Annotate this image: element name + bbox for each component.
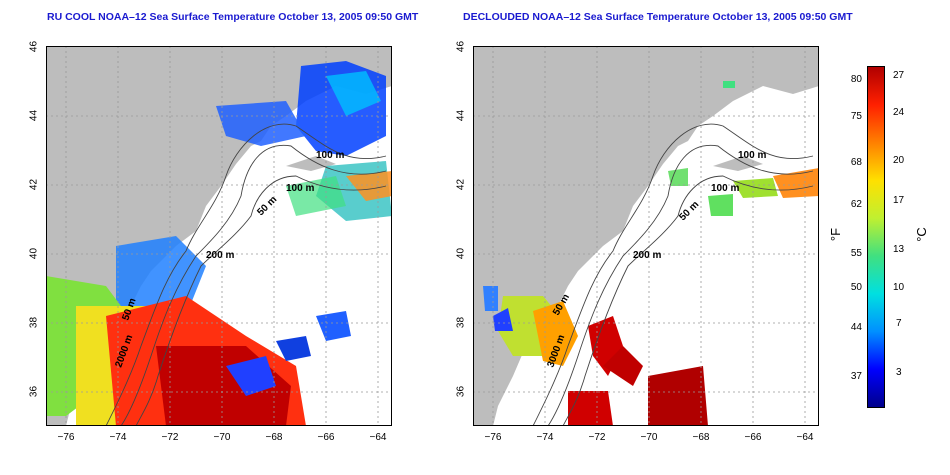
lon-tick-left: −68	[265, 432, 283, 443]
lon-tick-left: −76	[57, 432, 75, 443]
lon-tick-right: −66	[744, 432, 762, 443]
celsius-tick: 13	[893, 244, 905, 255]
fahrenheit-tick: 37	[850, 371, 862, 382]
lat-tick-right: 46	[455, 40, 467, 53]
lat-tick-left: 42	[28, 178, 40, 191]
lat-tick-right: 40	[455, 247, 467, 260]
land-mass	[473, 46, 819, 426]
lon-tick-left: −74	[109, 432, 127, 443]
celsius-tick: 7	[896, 318, 902, 329]
fahrenheit-tick: 62	[850, 199, 862, 210]
celsius-tick: 3	[896, 367, 902, 378]
color-scale-bar	[867, 66, 885, 408]
fahrenheit-tick: 55	[850, 248, 862, 259]
lat-tick-right: 38	[455, 316, 467, 329]
lat-tick-left: 40	[28, 247, 40, 260]
contour-label: 100 m	[711, 183, 739, 194]
lon-tick-right: −74	[536, 432, 554, 443]
contour-label: 100 m	[286, 183, 314, 194]
lat-tick-left: 44	[28, 109, 40, 122]
contour-label: 200 m	[633, 250, 661, 261]
celsius-tick: 24	[893, 107, 905, 118]
lat-tick-left: 46	[28, 40, 40, 53]
lon-tick-left: −70	[213, 432, 231, 443]
lon-tick-right: −68	[692, 432, 710, 443]
land-mass	[46, 46, 392, 426]
lat-tick-right: 44	[455, 109, 467, 122]
sst-map-left: 50 m 100 m 200 m 100 m 2000 m 50 m	[46, 46, 392, 426]
contour-label: 100 m	[316, 150, 344, 161]
lon-tick-left: −66	[317, 432, 335, 443]
celsius-tick: 27	[893, 70, 905, 81]
lat-tick-right: 36	[455, 385, 467, 398]
lat-tick-left: 38	[28, 316, 40, 329]
unit-fahrenheit-label: °F	[828, 227, 844, 242]
sst-map-right: 100 m 100 m 50 m 200 m 50 m 3000 m	[473, 46, 819, 426]
lat-tick-left: 36	[28, 385, 40, 398]
fahrenheit-tick: 68	[850, 157, 862, 168]
celsius-tick: 10	[893, 282, 905, 293]
lon-tick-right: −64	[796, 432, 814, 443]
fahrenheit-tick: 75	[850, 111, 862, 122]
map-title-right: DECLOUDED NOAA–12 Sea Surface Temperatur…	[463, 11, 853, 23]
lon-tick-right: −70	[640, 432, 658, 443]
fahrenheit-tick: 50	[850, 282, 862, 293]
lon-tick-right: −72	[588, 432, 606, 443]
contour-label: 100 m	[738, 150, 766, 161]
celsius-tick: 17	[893, 195, 905, 206]
lon-tick-left: −72	[161, 432, 179, 443]
unit-celsius-label: °C	[913, 227, 929, 242]
lat-tick-right: 42	[455, 178, 467, 191]
lon-tick-left: −64	[369, 432, 387, 443]
contour-label: 200 m	[206, 250, 234, 261]
map-title-left: RU COOL NOAA–12 Sea Surface Temperature …	[47, 11, 419, 23]
celsius-tick: 20	[893, 155, 905, 166]
fahrenheit-tick: 44	[850, 322, 862, 333]
lon-tick-right: −76	[484, 432, 502, 443]
fahrenheit-tick: 80	[850, 74, 862, 85]
